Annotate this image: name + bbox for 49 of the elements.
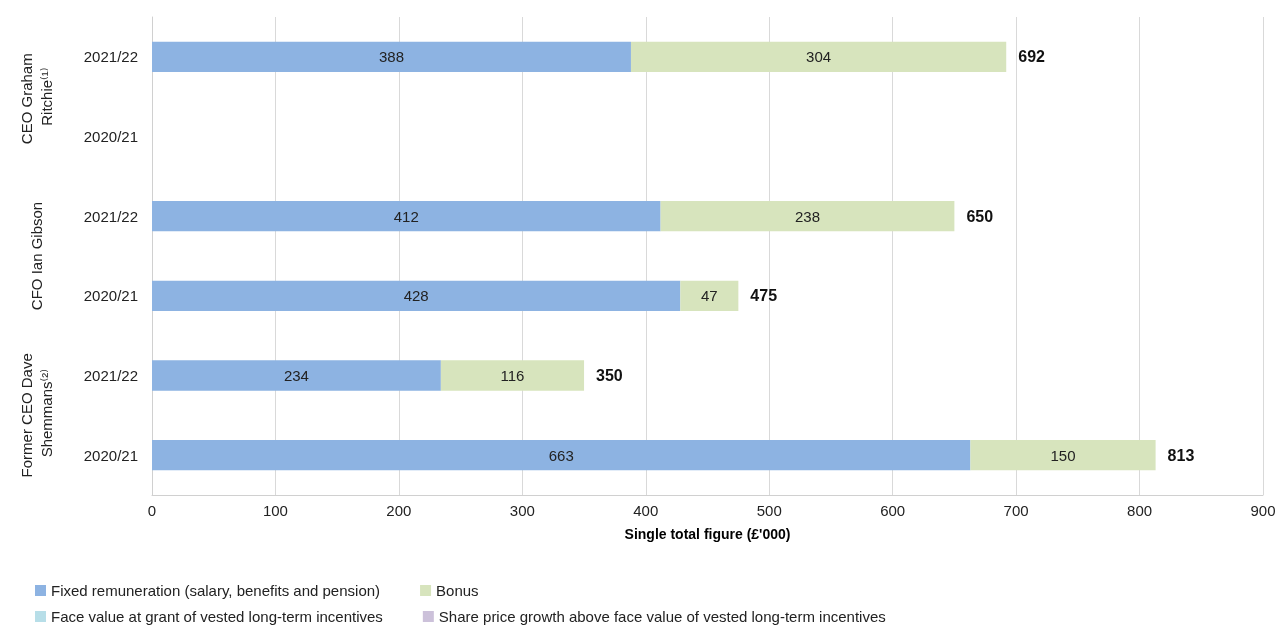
bar — [152, 280, 681, 311]
bar — [440, 360, 585, 391]
legend-label: Share price growth above face value of vested long-term incentives — [438, 608, 886, 625]
legend-label: Fixed remuneration (salary, benefits and pension) — [51, 582, 381, 599]
y-tick-label: 2020/21 — [83, 287, 138, 305]
total-label: 350 — [596, 367, 623, 384]
total-label: 692 — [1018, 48, 1046, 66]
text: Former CEO Dave Shemmans⁽²⁾ — [17, 353, 55, 478]
x-tick-label: 700 — [1003, 502, 1029, 519]
x-tick-label: 500 — [756, 502, 782, 519]
data-label: 234 — [283, 367, 309, 384]
bar — [970, 440, 1156, 471]
data-label: 428 — [403, 287, 429, 305]
text: CEO Graham Ritchie⁽¹⁾ — [17, 49, 55, 145]
y-tick-label: 2020/21 — [83, 128, 138, 145]
x-tick-label: 0 — [147, 502, 157, 519]
y-tick-label: 2020/21 — [83, 446, 138, 464]
y-tick-label: 2021/22 — [83, 367, 138, 384]
x-tick-label: 900 — [1250, 502, 1276, 519]
x-tick-label: 300 — [509, 502, 535, 519]
data-label: 663 — [548, 446, 574, 464]
bar — [152, 360, 441, 391]
legend-label: Bonus — [436, 582, 479, 599]
bar — [630, 41, 1007, 72]
x-tick-label: 600 — [880, 502, 906, 519]
bar — [152, 440, 971, 471]
total-label: 650 — [966, 207, 994, 225]
y-tick-label: 2021/22 — [83, 207, 138, 225]
bar — [680, 280, 739, 311]
x-tick-label: 400 — [633, 502, 659, 519]
x-tick-label: 800 — [1127, 502, 1153, 519]
data-label: 238 — [794, 207, 821, 225]
data-label: 412 — [393, 207, 419, 225]
x-tick-label: 100 — [262, 502, 288, 519]
bar — [660, 201, 955, 232]
data-label: 150 — [1050, 446, 1076, 464]
data-label: 116 — [500, 367, 525, 384]
total-label: 813 — [1167, 446, 1195, 464]
legend-label: Face value at grant of vested long-term incentives — [51, 608, 383, 625]
bar — [152, 41, 631, 72]
data-label: 47 — [701, 287, 718, 305]
text: CFO Ian Gibson — [27, 201, 45, 311]
data-label: 304 — [806, 48, 832, 66]
bar — [152, 201, 661, 232]
y-tick-label: 2021/22 — [83, 48, 138, 66]
total-label: 475 — [750, 287, 778, 305]
x-tick-label: 200 — [386, 502, 412, 519]
data-label: 388 — [378, 48, 404, 66]
x-axis-title: Single total figure (£'000) — [624, 526, 791, 542]
